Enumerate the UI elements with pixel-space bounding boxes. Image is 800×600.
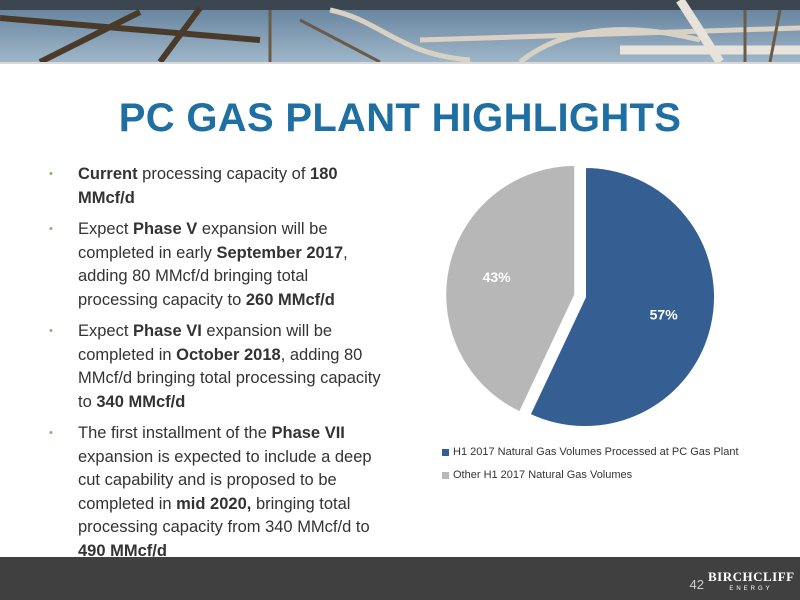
- bullet-emphasis: October 2018: [176, 345, 281, 364]
- bullet-text: processing capacity of: [137, 165, 311, 183]
- page-title: PC GAS PLANT HIGHLIGHTS: [118, 96, 682, 140]
- bullet-emphasis: 340 MMcf/d: [96, 392, 186, 411]
- bullet-marker: •: [49, 427, 53, 439]
- bullet-emphasis: mid 2020,: [176, 494, 252, 513]
- bullet-marker: •: [49, 325, 53, 337]
- legend-swatch: [442, 448, 449, 456]
- volume-pie-chart: 57% 43%: [444, 165, 716, 428]
- bullet-text: expansion will be completed in: [78, 322, 333, 364]
- bullet-text: Expect: [78, 322, 134, 340]
- bullet-emphasis: Phase VI: [133, 322, 202, 340]
- legend-label: Other H1 2017 Natural Gas Volumes: [453, 469, 633, 481]
- bullet-text: expansion will be completed in early: [78, 220, 328, 262]
- bullet-text: , adding 80 MMcf/d bringing total proces…: [78, 345, 381, 411]
- bullet-item: • Expect Phase VI expansion will be compl…: [46, 320, 386, 414]
- legend-entry: H1 2017 Natural Gas Volumes Processed at…: [442, 446, 739, 458]
- bullet-emphasis: 180 MMcf/d: [78, 165, 338, 207]
- legend-label: H1 2017 Natural Gas Volumes Processed at…: [453, 446, 739, 458]
- bullet-text: The first installment of the: [78, 424, 272, 442]
- bullet-emphasis: Phase V: [133, 220, 198, 238]
- pie-data-label: 57%: [650, 307, 679, 323]
- bullet-item: • The first installment of the Phase VII …: [46, 422, 386, 563]
- banner-divider: [0, 62, 800, 64]
- logo-wordmark: BIRCHCLIFF: [708, 569, 795, 584]
- bullet-text: , adding 80 MMcf/d bringing total proces…: [78, 243, 348, 309]
- logo-subtitle: ENERGY: [729, 586, 773, 592]
- bullet-text: expansion is expected to include a deep …: [78, 447, 372, 513]
- page-number: 42: [689, 577, 704, 592]
- bullet-emphasis: 260 MMcf/d: [245, 290, 335, 309]
- legend-entry: Other H1 2017 Natural Gas Volumes: [442, 469, 739, 481]
- bullet-marker: •: [49, 223, 53, 235]
- bullet-text: Expect: [78, 220, 134, 238]
- birchcliff-logo: BIRCHCLIFF ENERGY: [708, 569, 794, 592]
- legend-swatch: [442, 471, 449, 479]
- bullet-emphasis: 490 MMcf/d: [78, 541, 167, 560]
- bullet-item: • Current processing capacity of 180 MMcf…: [46, 163, 386, 210]
- pie-data-label: 43%: [483, 269, 512, 285]
- pie-slice: [444, 165, 577, 414]
- chart-legend: H1 2017 Natural Gas Volumes Processed at…: [442, 446, 739, 492]
- bullet-marker: •: [49, 168, 53, 180]
- bullet-emphasis: Current: [78, 165, 138, 183]
- bullet-item: • Expect Phase V expansion will be comple…: [46, 218, 386, 312]
- highlights-bullet-list: • Current processing capacity of 180 MMcf…: [46, 163, 386, 571]
- bullet-emphasis: Phase VII: [271, 424, 345, 442]
- industrial-plant-photo: [0, 0, 800, 62]
- bullet-emphasis: September 2017: [216, 243, 344, 262]
- header-photo-banner: [0, 0, 800, 62]
- pie-slice: [528, 165, 716, 428]
- bullet-text: bringing total processing capacity from …: [78, 494, 370, 537]
- footer-bar: 42 BIRCHCLIFF ENERGY: [0, 557, 800, 600]
